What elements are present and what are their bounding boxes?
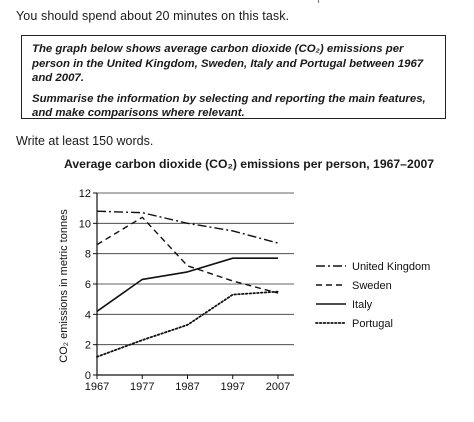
legend-label: Italy: [352, 299, 373, 311]
y-tick-label: 2: [85, 340, 91, 352]
y-axis-title: CO₂ emissions in metric tonnes: [58, 209, 70, 363]
x-tick-label: 2007: [266, 381, 290, 393]
y-tick-label: 10: [79, 218, 91, 230]
intro-text: You should spend about 20 minutes on thi…: [16, 9, 290, 23]
legend-label: Sweden: [352, 280, 392, 292]
y-tick-label: 12: [79, 188, 91, 200]
y-tick-label: 6: [85, 279, 91, 291]
y-tick-label: 4: [85, 309, 91, 321]
x-tick-label: 1977: [130, 381, 154, 393]
legend-label: United Kingdom: [352, 261, 430, 273]
legend-label: Portugal: [352, 318, 393, 330]
series-line-portugal: [96, 290, 279, 358]
task-box: The graph below shows average carbon dio…: [21, 35, 446, 119]
y-tick-label: 8: [85, 249, 91, 261]
series-line-sweden: [96, 216, 279, 294]
page-mark: [318, 0, 319, 3]
x-tick-label: 1997: [221, 381, 245, 393]
series-line-italy: [96, 257, 278, 312]
x-tick-label: 1987: [175, 381, 199, 393]
word-count-instruction: Write at least 150 words.: [16, 134, 154, 148]
task-paragraph-1: The graph below shows average carbon dio…: [32, 43, 424, 85]
series-line-united-kingdom: [96, 210, 279, 244]
chart-title: Average carbon dioxide (CO₂) emissions p…: [64, 157, 435, 171]
y-tick-label: 0: [85, 370, 91, 382]
task-paragraph-2: Summarise the information by selecting a…: [32, 92, 426, 120]
x-tick-label: 1967: [85, 381, 109, 393]
